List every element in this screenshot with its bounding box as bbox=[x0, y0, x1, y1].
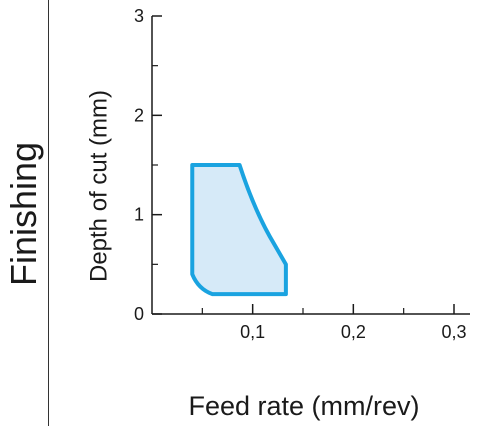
x-tick-label-2: 0,3 bbox=[441, 322, 466, 342]
region-layer bbox=[190, 163, 288, 297]
x-tick-label-0: 0,1 bbox=[240, 322, 265, 342]
application-region-area bbox=[190, 163, 288, 297]
y-tick-label-0: 0 bbox=[134, 304, 144, 324]
x-axis-title: Feed rate (mm/rev) bbox=[188, 391, 419, 421]
y-tick-label-3: 3 bbox=[134, 6, 144, 26]
panel-divider bbox=[48, 0, 49, 426]
y-axis-title: Depth of cut (mm) bbox=[85, 90, 112, 282]
ticks-layer: 0 1 2 3 0,1 0,2 0,3 bbox=[134, 6, 467, 342]
y-tick-label-2: 2 bbox=[134, 105, 144, 125]
x-tick-label-1: 0,2 bbox=[341, 322, 366, 342]
y-tick-label-1: 1 bbox=[134, 205, 144, 225]
